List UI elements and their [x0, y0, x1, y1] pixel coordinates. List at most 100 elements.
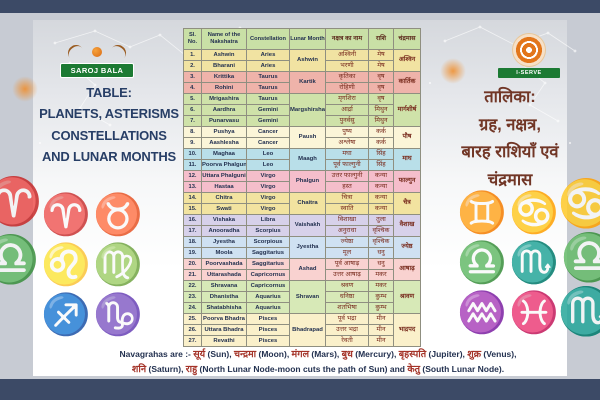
nakshatra-hindi-cell: पूर्व फाल्गुनी [325, 159, 369, 171]
rashi-cell: कन्या [368, 203, 394, 215]
serial-cell: 27. [183, 335, 202, 347]
column-header: Lunar Month [289, 28, 326, 50]
hindi-title: तालिका: ग्रह, नक्षत्र, बारह राशियाँ एवं … [424, 84, 596, 195]
serial-cell: 20. [183, 258, 202, 270]
iserve-emblem-icon [513, 34, 545, 66]
note-text: (Saturn), [146, 363, 186, 374]
constellation-cell: Taurus [246, 71, 290, 83]
table-row: 1. Ashwin Aries Ashwin अश्विनी मेष अश्विन [183, 49, 421, 72]
lunar-month-hindi-cell: भाद्रपद [393, 313, 421, 347]
column-header: नक्षत्र का नाम [325, 28, 369, 50]
wheat-emblem-icon [60, 41, 134, 65]
serial-cell: 9. [183, 137, 202, 149]
nakshatra-name-cell: Poorva Bhadra [201, 313, 247, 325]
serial-cell: 4. [183, 82, 202, 94]
english-title-line: CONSTELLATIONS [51, 127, 167, 143]
rashi-cell: मीन [368, 335, 394, 347]
constellation-cell: Cancer [246, 126, 290, 138]
nakshatra-name-cell: Pushya [201, 126, 247, 138]
nakshatra-hindi-cell: मृगशिरा [325, 93, 369, 105]
constellation-cell: Virgo [246, 170, 290, 182]
constellation-cell: Virgo [246, 181, 290, 193]
serial-cell: 24. [183, 302, 202, 314]
serial-cell: 19. [183, 247, 202, 259]
rashi-cell: कन्या [368, 170, 394, 182]
constellation-cell: Pisces [246, 313, 290, 325]
lunar-month-hindi-cell: अश्विन [393, 49, 421, 72]
constellation-cell: Virgo [246, 192, 290, 204]
lunar-month-cell: Vaishakh [289, 214, 326, 237]
rashi-cell: मेष [368, 60, 394, 72]
note-text: (Sun), [205, 349, 234, 359]
serial-cell: 26. [183, 324, 202, 336]
nakshatra-hindi-cell: उत्तर भद्रा [325, 324, 369, 336]
nakshatra-hindi-cell: भरणी [325, 60, 369, 72]
column-header: चंद्रमास [393, 28, 421, 50]
note-text: (Jupiter), [426, 349, 468, 359]
serial-cell: 15. [183, 203, 202, 215]
nakshatra-hindi-cell: पुष्य [325, 126, 369, 138]
nakshatra-name-cell: Ashwin [201, 49, 247, 61]
rashi-cell: वृश्चिक [368, 225, 394, 237]
serial-cell: 7. [183, 115, 202, 127]
column-header: राशि [368, 28, 394, 50]
nakshatra-hindi-cell: अश्लेषा [325, 137, 369, 149]
nakshatra-name-cell: Jyestha [201, 236, 247, 248]
nakshatra-name-cell: Aardhra [201, 104, 247, 116]
table-row: 14. Chitra Virgo Chaitra चित्रा कन्या चैत्र [183, 192, 421, 215]
constellation-cell: Aries [246, 60, 290, 72]
note-text: (North Lunar Node-moon cuts the path of … [197, 363, 408, 374]
lunar-month-hindi-cell: श्रावण [393, 280, 421, 314]
hindi-term: चन्द्रमा [233, 349, 257, 360]
nakshatra-hindi-cell: आर्द्रा [325, 104, 369, 116]
serial-cell: 8. [183, 126, 202, 138]
serial-cell: 23. [183, 291, 202, 303]
lunar-month-cell: Jyestha [289, 236, 326, 259]
serial-cell: 10. [183, 148, 202, 160]
nakshatra-name-cell: Chitra [201, 192, 247, 204]
serial-cell: 6. [183, 104, 202, 116]
nakshatra-name-cell: Krittika [201, 71, 247, 83]
saroj-bala-badge: SAROJ BALA [60, 63, 134, 78]
nakshatra-hindi-cell: मूल [325, 247, 369, 259]
table-row: 22. Shravana Capricornus Shravan श्रवण मकर श्र… [183, 280, 421, 314]
rashi-cell: कर्क [368, 137, 394, 149]
nakshatra-name-cell: Shatabhisha [201, 302, 247, 314]
lunar-month-cell: Chaitra [289, 192, 326, 215]
constellation-cell: Virgo [246, 203, 290, 215]
note-text: (Mercury), [352, 349, 399, 359]
constellation-cell: Aquarius [246, 291, 290, 303]
hindi-term: शनि [131, 363, 147, 375]
nakshatra-hindi-cell: पूर्व भद्रा [325, 313, 369, 325]
nakshatra-hindi-cell: मघा [325, 148, 369, 160]
rashi-cell: कर्क [368, 126, 394, 138]
serial-cell: 2. [183, 60, 202, 72]
nakshatra-name-cell: Moola [201, 247, 247, 259]
nakshatra-name-cell: Hastaa [201, 181, 247, 193]
nakshatra-name-cell: Maghaa [201, 148, 247, 160]
nakshatra-hindi-cell: रेवती [325, 335, 369, 347]
column-header: Sl. No. [183, 28, 202, 50]
serial-cell: 18. [183, 236, 202, 248]
lunar-month-cell: Maagh [289, 148, 326, 171]
nakshatra-name-cell: Uttara Bhadra [201, 324, 247, 336]
rashi-cell: कुम्भ [368, 291, 394, 303]
nakshatra-name-cell: Poorvashada [201, 258, 247, 270]
hindi-term: बृहस्पति [398, 349, 427, 360]
nakshatra-hindi-cell: ज्येष्ठा [325, 236, 369, 248]
constellation-cell: Taurus [246, 82, 290, 94]
note-text: (South Lunar Node). [420, 363, 505, 374]
table-row: 16. Vishaka Libra Vaishakh विशाखा तुला वैशाख [183, 214, 421, 237]
rashi-cell: मकर [368, 280, 394, 292]
constellation-cell: Aquarius [246, 302, 290, 314]
serial-cell: 22. [183, 280, 202, 292]
column-header: Name of the Nakshatra [201, 28, 247, 50]
lunar-month-cell: Bhadrapad [289, 313, 326, 347]
nakshatra-hindi-cell: उत्तर आषाढ़ [325, 269, 369, 281]
table-row: 25. Poorva Bhadra Pisces Bhadrapad पूर्व भद्… [183, 313, 421, 347]
table-row: 10. Maghaa Leo Maagh मघा सिंह माघ [183, 148, 421, 171]
rashi-cell: धनु [368, 258, 394, 270]
english-title-line: TABLE: [86, 85, 132, 100]
rashi-cell: सिंह [368, 159, 394, 171]
nakshatra-hindi-cell: स्वाति [325, 203, 369, 215]
